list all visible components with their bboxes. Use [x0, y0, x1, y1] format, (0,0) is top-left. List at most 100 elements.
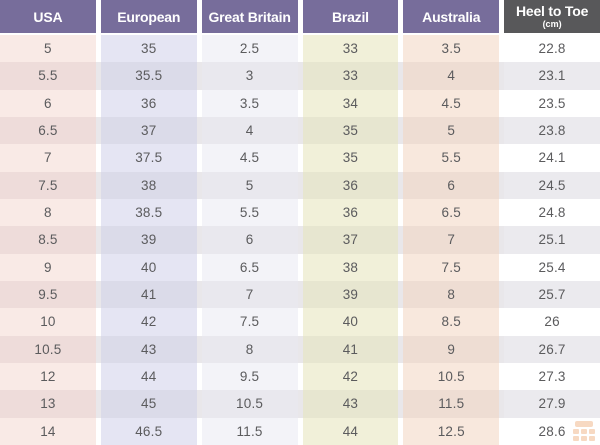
table-cell: 38.5	[100, 198, 197, 227]
table-cell: 40	[302, 308, 399, 336]
table-cell: 14	[0, 417, 96, 445]
table-cell: 8.5	[403, 308, 500, 336]
table-cell: 13	[0, 390, 96, 418]
table-row: 7.5 38 5 36 6 24.5	[0, 171, 600, 199]
table-row: 5.5 35.5 3 33 4 23.1	[0, 62, 600, 90]
table-row: 13 45 10.5 43 11.5 27.9	[0, 390, 600, 418]
table-cell: 38	[100, 171, 197, 199]
table-cell: 5.5	[403, 144, 500, 172]
table-row: 6 36 3.5 34 4.5 23.5	[0, 89, 600, 117]
table-row: 8 38.5 5.5 36 6.5 24.8	[0, 198, 600, 227]
header-australia-label: Australia	[422, 8, 481, 25]
table-cell: 9.5	[201, 362, 298, 391]
header-european-label: European	[117, 8, 181, 25]
table-cell: 5	[201, 171, 298, 199]
table-cell: 23.5	[504, 89, 600, 117]
table-cell: 25.1	[504, 226, 600, 254]
header-brazil: Brazil	[302, 0, 399, 33]
table-cell: 6	[201, 226, 298, 254]
table-cell: 10.5	[201, 390, 298, 418]
table-cell: 37	[100, 116, 197, 145]
table-row: 7 37.5 4.5 35 5.5 24.1	[0, 144, 600, 172]
table-cell: 4	[403, 62, 500, 90]
table-cell: 6	[0, 89, 96, 117]
table-cell: 5.5	[0, 62, 96, 90]
table-cell: 35	[302, 144, 399, 172]
table-cell: 4.5	[201, 144, 298, 172]
table-row: 5 35 2.5 33 3.5 22.8	[0, 35, 600, 63]
table-cell: 39	[100, 226, 197, 254]
table-cell: 45	[100, 390, 197, 418]
table-cell: 6.5	[201, 253, 298, 281]
header-great-britain: Great Britain	[201, 0, 298, 33]
table-cell: 7.5	[201, 308, 298, 336]
table-cell: 27.3	[504, 362, 600, 391]
table-cell: 22.8	[504, 35, 600, 63]
table-cell: 35	[100, 35, 197, 63]
table-cell: 26	[504, 308, 600, 336]
table-cell: 38	[302, 253, 399, 281]
table-cell: 40	[100, 253, 197, 281]
table-cell: 8	[201, 335, 298, 363]
table-cell: 8	[403, 280, 500, 309]
table-cell: 8	[0, 198, 96, 227]
header-brazil-label: Brazil	[331, 8, 369, 25]
table-cell: 25.4	[504, 253, 600, 281]
table-cell: 6.5	[403, 198, 500, 227]
table-cell: 7	[201, 280, 298, 309]
table-cell: 9	[0, 253, 96, 281]
header-australia: Australia	[403, 0, 500, 33]
table-cell: 36	[302, 198, 399, 227]
table-cell: 43	[100, 335, 197, 363]
table-row: 10 42 7.5 40 8.5 26	[0, 308, 600, 336]
table-header-row: USA European Great Britain Brazil Austra…	[0, 0, 600, 33]
table-row: 10.5 43 8 41 9 26.7	[0, 335, 600, 363]
table-cell: 5	[403, 116, 500, 145]
table-cell: 36	[100, 89, 197, 117]
table-cell: 7	[403, 226, 500, 254]
table-cell: 3	[201, 62, 298, 90]
table-cell: 23.1	[504, 62, 600, 90]
table-cell: 12	[0, 362, 96, 391]
table-cell: 24.8	[504, 198, 600, 227]
table-row: 14 46.5 11.5 44 12.5 28.6	[0, 417, 600, 445]
table-cell: 11.5	[201, 417, 298, 445]
table-cell: 35	[302, 116, 399, 145]
table-cell: 9.5	[0, 280, 96, 309]
table-cell: 7.5	[0, 171, 96, 199]
table-cell: 9	[403, 335, 500, 363]
table-row: 9 40 6.5 38 7.5 25.4	[0, 253, 600, 281]
table-cell: 6	[403, 171, 500, 199]
table-cell: 6.5	[0, 116, 96, 145]
table-cell: 42	[100, 308, 197, 336]
table-cell: 12.5	[403, 417, 500, 445]
table-cell: 11.5	[403, 390, 500, 418]
table-cell: 10	[0, 308, 96, 336]
table-cell: 33	[302, 62, 399, 90]
header-heel-to-toe-unit: (cm)	[542, 19, 562, 29]
table-cell: 37.5	[100, 144, 197, 172]
table-cell: 5	[0, 35, 96, 63]
table-cell: 10.5	[403, 362, 500, 391]
table-cell: 3.5	[201, 89, 298, 117]
table-cell: 39	[302, 280, 399, 309]
table-cell: 4	[201, 116, 298, 145]
table-cell: 8.5	[0, 226, 96, 254]
table-cell: 37	[302, 226, 399, 254]
table-cell: 25.7	[504, 280, 600, 309]
table-cell: 33	[302, 35, 399, 63]
table-row: 12 44 9.5 42 10.5 27.3	[0, 362, 600, 391]
table-cell: 7	[0, 144, 96, 172]
header-european: European	[100, 0, 197, 33]
table-row: 8.5 39 6 37 7 25.1	[0, 226, 600, 254]
table-cell: 46.5	[100, 417, 197, 445]
table-cell: 43	[302, 390, 399, 418]
header-usa-label: USA	[33, 8, 63, 25]
table-cell: 10.5	[0, 335, 96, 363]
header-usa: USA	[0, 0, 96, 33]
table-cell: 3.5	[403, 35, 500, 63]
table-cell: 5.5	[201, 198, 298, 227]
table-cell: 28.6	[504, 417, 600, 445]
table-cell: 2.5	[201, 35, 298, 63]
table-cell: 4.5	[403, 89, 500, 117]
